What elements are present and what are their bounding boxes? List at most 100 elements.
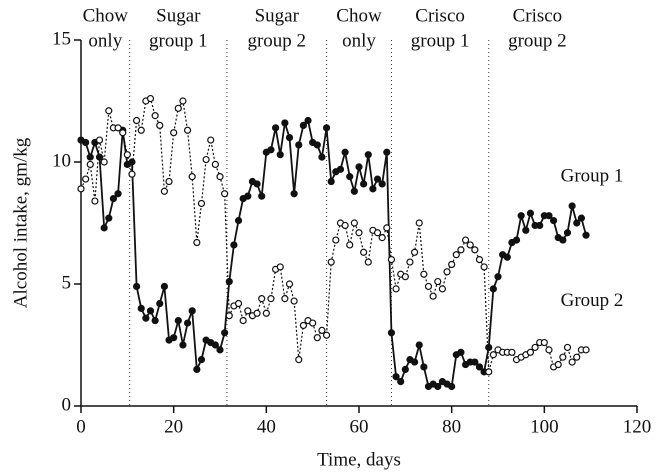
data-point	[281, 295, 289, 303]
data-point	[86, 153, 94, 161]
data-point	[411, 358, 419, 366]
data-point	[290, 297, 298, 305]
data-point	[114, 124, 122, 132]
data-point	[485, 343, 493, 352]
data-point	[383, 148, 391, 156]
data-point	[336, 165, 345, 173]
data-point	[568, 358, 576, 366]
data-point	[188, 307, 196, 315]
phase-label: only	[88, 30, 122, 51]
data-point	[568, 202, 576, 210]
data-point	[526, 209, 535, 217]
data-point	[225, 277, 233, 286]
data-point	[174, 104, 182, 112]
y-tick-label: 10	[52, 150, 71, 171]
data-point	[494, 273, 502, 281]
data-point	[526, 348, 535, 356]
data-point	[545, 346, 553, 354]
data-point	[309, 319, 317, 327]
data-point	[531, 343, 539, 352]
data-point	[272, 124, 280, 132]
series-label: Group 1	[561, 166, 624, 187]
y-tick-label: 0	[62, 394, 72, 415]
data-point	[234, 216, 243, 225]
data-point	[503, 253, 511, 261]
data-point	[221, 329, 229, 337]
data-point	[197, 356, 206, 364]
data-point	[86, 160, 94, 169]
data-point	[489, 351, 497, 359]
phase-label: Chow	[83, 5, 129, 26]
data-point	[378, 234, 386, 242]
data-point	[253, 309, 261, 317]
data-point	[559, 353, 567, 361]
data-point	[267, 295, 275, 303]
data-point	[281, 119, 289, 127]
data-point	[350, 219, 358, 227]
data-point	[475, 363, 484, 371]
data-point	[234, 299, 243, 308]
data-point	[332, 236, 340, 244]
data-point	[179, 97, 187, 105]
data-point	[508, 348, 516, 356]
data-point	[318, 326, 326, 334]
data-point	[364, 258, 372, 266]
data-point	[420, 363, 428, 371]
data-point	[522, 226, 530, 234]
data-point	[137, 304, 145, 312]
data-point	[489, 285, 497, 293]
data-point	[216, 346, 224, 354]
data-point	[170, 129, 178, 137]
data-point	[383, 224, 391, 232]
data-point	[295, 356, 303, 364]
data-point	[346, 241, 354, 249]
data-point	[387, 329, 396, 337]
data-point	[434, 382, 442, 391]
data-point	[411, 248, 419, 256]
data-point	[438, 285, 446, 293]
x-tick-label: 100	[530, 416, 559, 437]
data-point	[183, 126, 192, 134]
data-point	[142, 314, 150, 322]
data-point	[452, 251, 460, 259]
data-point	[105, 214, 113, 222]
data-point	[471, 358, 479, 366]
data-point	[258, 295, 266, 303]
data-point	[197, 199, 206, 208]
data-point	[128, 170, 136, 178]
data-point	[549, 216, 558, 225]
data-point	[563, 343, 572, 352]
data-point	[77, 185, 85, 193]
data-point	[151, 317, 159, 325]
data-point	[540, 338, 548, 347]
data-point	[100, 224, 108, 232]
phase-label: only	[342, 30, 376, 51]
data-point	[475, 256, 484, 264]
data-point	[230, 241, 238, 249]
data-point	[322, 124, 331, 132]
data-point	[262, 309, 270, 317]
phase-label: Chow	[336, 5, 382, 26]
data-point	[146, 307, 155, 315]
data-point	[434, 277, 442, 286]
data-point	[119, 129, 127, 137]
data-point	[211, 160, 219, 169]
data-point	[577, 214, 586, 222]
data-point	[517, 212, 525, 220]
data-point	[582, 231, 590, 239]
data-point	[285, 280, 294, 288]
data-point	[193, 238, 201, 247]
data-point	[253, 180, 261, 188]
data-point	[322, 331, 331, 339]
data-point	[392, 285, 400, 293]
data-point	[545, 212, 553, 220]
data-point	[82, 175, 90, 183]
phase-label: Sugar	[156, 5, 201, 26]
data-point	[373, 175, 382, 183]
phase-label: Sugar	[255, 5, 300, 26]
data-point	[133, 116, 141, 125]
y-tick-label: 15	[52, 28, 71, 49]
data-point	[225, 312, 233, 320]
data-point	[406, 258, 414, 266]
